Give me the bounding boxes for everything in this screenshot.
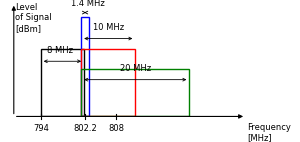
Text: 8 MHz: 8 MHz [47,46,73,55]
Bar [81,49,135,116]
Text: 20 MHz: 20 MHz [120,64,151,73]
Text: 802.2: 802.2 [73,124,97,133]
Text: Level
of Signal
[dBm]: Level of Signal [dBm] [15,3,52,33]
Text: 1.4 MHz: 1.4 MHz [71,0,105,8]
Text: 794: 794 [33,124,49,133]
Text: 808: 808 [108,124,124,133]
Bar [81,17,89,116]
Text: 10 MHz: 10 MHz [93,23,124,32]
Text: Frequency
[MHz]: Frequency [MHz] [248,123,292,142]
Bar [41,49,84,116]
Bar [81,69,189,116]
